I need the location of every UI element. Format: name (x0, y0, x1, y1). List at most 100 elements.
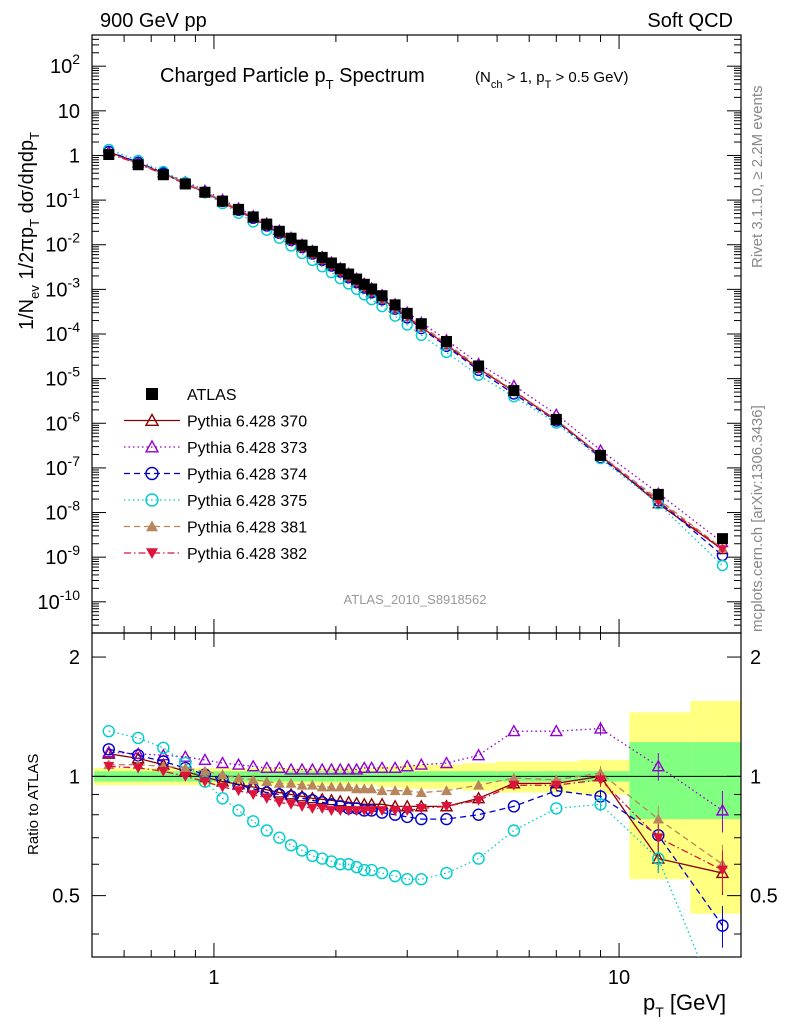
series-line (108, 151, 723, 551)
data-point (131, 731, 145, 745)
ratio-x-ticks (91, 633, 742, 957)
data-point (508, 385, 520, 397)
data-point (247, 790, 259, 800)
data-point (296, 801, 308, 812)
data-point (358, 863, 371, 877)
data-point (415, 318, 427, 330)
x-tick-label: 10 (608, 967, 630, 989)
data-point (295, 789, 309, 802)
data-point (285, 799, 297, 810)
data-point (415, 787, 427, 797)
data-point (508, 780, 520, 791)
svg-text:pT [GeV]: pT [GeV] (643, 990, 726, 1020)
data-point (358, 278, 370, 290)
data-point (285, 232, 297, 244)
data-point (400, 759, 414, 772)
data-point (315, 762, 329, 775)
y-tick-label: 10-6 (45, 408, 80, 435)
data-point (295, 844, 309, 857)
data-point (415, 804, 427, 814)
ratio-frame (91, 632, 742, 958)
data-point (260, 824, 273, 837)
data-point (284, 762, 298, 775)
data-point (471, 748, 486, 761)
legend-entry-p374: Pythia 6.428 374 (124, 467, 307, 484)
band-inner-bin (629, 742, 691, 820)
data-point (146, 388, 158, 400)
data-point (103, 149, 115, 161)
data-point (716, 533, 728, 545)
data-point (260, 760, 274, 774)
main-panel: 10-10 10-9 10-8 10-7 10-6 10-5 10-4 10-3 10-2 10-… (38, 34, 742, 634)
data-point (247, 211, 259, 223)
legend-entry-atlas: ATLAS (146, 387, 237, 404)
data-point (334, 263, 346, 275)
legend-label: Pythia 6.428 370 (187, 414, 307, 431)
data-point (440, 335, 452, 347)
data-point (217, 782, 229, 793)
y-tick-label: 10-1 (45, 185, 80, 212)
data-point (549, 724, 563, 737)
data-point (178, 749, 193, 762)
data-point (216, 792, 229, 805)
legend-entry-p381: Pythia 6.428 381 (124, 520, 307, 537)
x-axis-label: pT [GeV] (643, 990, 726, 1020)
data-point (157, 741, 170, 755)
legend-label: Pythia 6.428 375 (187, 493, 307, 510)
data-point (306, 245, 318, 257)
data-point (351, 273, 363, 285)
data-point (376, 290, 388, 302)
legend-label: Pythia 6.428 373 (187, 440, 307, 457)
series-line (108, 151, 723, 544)
data-point (389, 299, 401, 311)
data-point (131, 746, 145, 759)
data-point (215, 756, 230, 769)
data-point (440, 801, 452, 812)
data-point (325, 855, 338, 868)
data-point (349, 762, 364, 775)
data-point (295, 762, 309, 775)
data-point (296, 779, 308, 790)
data-point (305, 762, 320, 775)
data-point (156, 748, 171, 761)
legend-label: ATLAS (187, 387, 237, 404)
data-point (366, 806, 378, 816)
y-tick-label: 10-5 (45, 364, 80, 391)
rivet-version-label: Rivet 3.1.10, ≥ 2.2M events (749, 86, 766, 269)
y-tick-label: 10-3 (45, 274, 80, 301)
data-point (473, 360, 485, 372)
data-point (366, 783, 378, 794)
data-point (217, 195, 229, 207)
data-point (247, 774, 259, 785)
data-point (246, 759, 260, 772)
data-point (333, 762, 347, 775)
data-point (401, 785, 413, 796)
main-x-ticks (91, 35, 742, 633)
data-point (132, 159, 144, 171)
main-y-axis-label: 1/Nev 1/2πpT dσ/dηdpT (16, 132, 42, 330)
data-point (652, 488, 664, 500)
ratio-y-tick-label-right: 2 (750, 647, 761, 669)
data-point (284, 787, 298, 800)
data-point (472, 808, 485, 821)
legend-entry-p370: Pythia 6.428 370 (124, 413, 307, 431)
data-point (217, 769, 229, 780)
legend-entry-p375: Pythia 6.428 375 (124, 493, 307, 510)
series-atlas (103, 149, 728, 545)
data-point (415, 873, 428, 886)
data-point (366, 283, 378, 295)
data-point (261, 793, 273, 804)
data-point (157, 766, 169, 777)
legend-entry-p382: Pythia 6.428 382 (124, 546, 307, 563)
data-point (342, 858, 355, 871)
data-point (341, 762, 356, 775)
data-point (273, 777, 285, 788)
main-series (102, 143, 729, 572)
data-point (233, 786, 245, 797)
data-point (333, 794, 347, 807)
data-point (247, 815, 260, 828)
data-point (473, 779, 485, 790)
ratio-panel: 1 10 0.5 0.5 1 1 2 2 (52, 632, 778, 989)
ratio-y-tick-label-right: 0.5 (750, 886, 778, 908)
data-point (358, 783, 370, 794)
